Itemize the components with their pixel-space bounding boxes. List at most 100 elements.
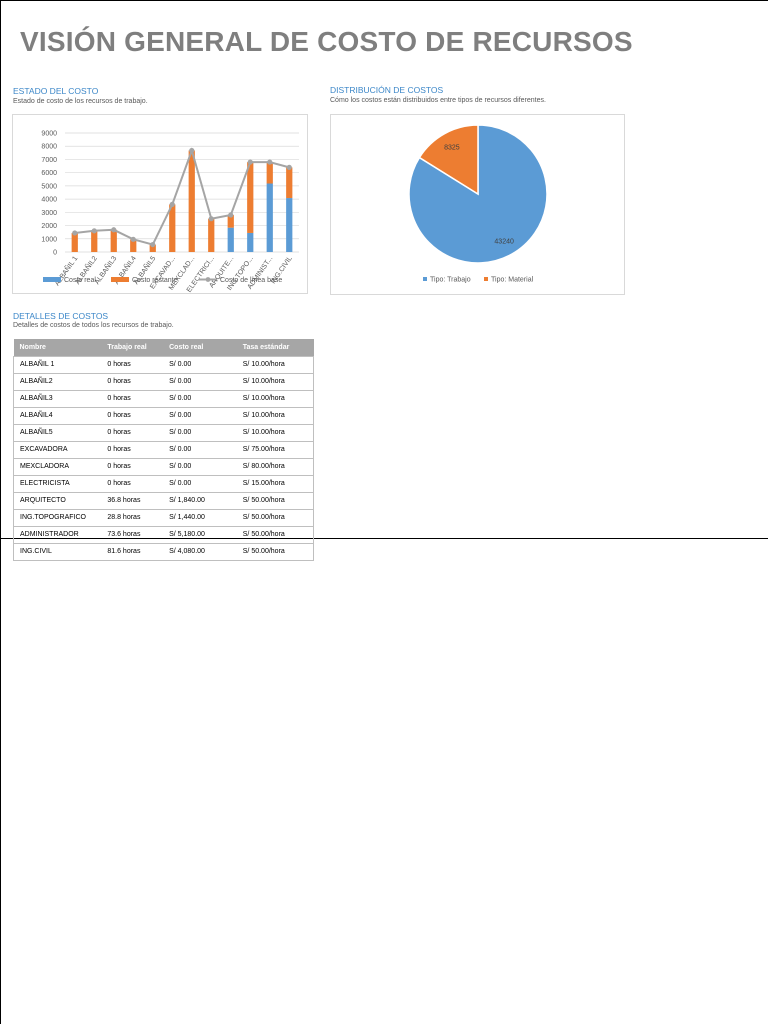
cell-actual-cost: S/ 0.00 (163, 372, 237, 390)
cell-standard-rate: S/ 15.00/hora (236, 474, 314, 492)
table-row: EXCAVADORA 0 horas S/ 0.00 S/ 75.00/hora (13, 440, 314, 458)
bar-remaining-cost (266, 162, 273, 184)
baseline-cost-line (74, 147, 290, 246)
cell-actual-work: 28.8 horas (101, 508, 164, 526)
cell-name: EXCAVADORA (13, 440, 102, 458)
baseline-cost-point (286, 164, 292, 170)
bar-actual-cost (286, 198, 293, 252)
cell-actual-work: 0 horas (101, 474, 164, 492)
cell-standard-rate: S/ 10.00/hora (236, 355, 314, 373)
legend-label: Costo de línea base (220, 277, 282, 284)
legend-label: Costo real (64, 277, 96, 284)
cell-actual-cost: S/ 0.00 (163, 457, 237, 475)
cell-name: ALBAÑIL 1 (13, 355, 102, 373)
baseline-cost-point (267, 159, 273, 165)
cell-actual-cost: S/ 0.00 (163, 355, 237, 373)
cell-actual-cost: S/ 0.00 (163, 474, 237, 492)
pie-data-label: 43240 (494, 239, 514, 246)
cell-actual-work: 0 horas (101, 406, 164, 424)
legend-swatch (43, 277, 61, 282)
cell-actual-cost: S/ 1,840.00 (163, 491, 237, 509)
cost-distribution-chart-svg: 43240 8325 Tipo: Trabajo Tipo: Material (408, 124, 548, 284)
cell-actual-work: 0 horas (101, 457, 164, 475)
legend-label: Tipo: Trabajo (430, 277, 471, 284)
cell-actual-work: 36.8 horas (101, 491, 164, 509)
legend-swatch (484, 277, 488, 281)
cell-actual-work: 0 horas (101, 355, 164, 373)
table-row: MEXCLADORA 0 horas S/ 0.00 S/ 80.00/hora (13, 457, 314, 475)
cell-standard-rate: S/ 10.00/hora (236, 423, 314, 441)
bar-remaining-cost (208, 218, 215, 252)
cell-standard-rate: S/ 10.00/hora (236, 389, 314, 407)
y-tick-label: 1000 (41, 236, 57, 243)
table-row: ADMINISTRADOR 73.6 horas S/ 5,180.00 S/ 50.… (13, 525, 314, 543)
cell-standard-rate: S/ 50.00/hora (236, 491, 314, 509)
cell-actual-work: 0 horas (101, 423, 164, 441)
bar-actual-cost (247, 232, 254, 252)
bar-remaining-cost (110, 229, 117, 252)
bar-remaining-cost (286, 167, 293, 199)
header-standard-rate: Tasa estándar (236, 339, 314, 356)
table-row: ARQUITECTO 36.8 horas S/ 1,840.00 S/ 50.00/… (13, 491, 314, 509)
cell-name: ADMINISTRADOR (13, 525, 102, 543)
page-frame-top (0, 0, 768, 1)
cell-actual-cost: S/ 0.00 (163, 423, 237, 441)
bar-remaining-cost (71, 232, 78, 252)
cost-distribution-subtitle: Cómo los costos están distribuidos entre… (330, 97, 546, 104)
table-row: ING.CIVIL 81.6 horas S/ 4,080.00 S/ 50.00/h… (13, 542, 314, 561)
cell-standard-rate: S/ 50.00/hora (236, 508, 314, 526)
cell-standard-rate: S/ 80.00/hora (236, 457, 314, 475)
legend-label: Costo restante (132, 277, 178, 284)
cell-actual-cost: S/ 0.00 (163, 406, 237, 424)
cell-standard-rate: S/ 10.00/hora (236, 406, 314, 424)
bar-remaining-cost (91, 230, 98, 252)
baseline-cost-point (228, 212, 234, 218)
page-frame-left (0, 0, 1, 1024)
cell-actual-cost: S/ 0.00 (163, 389, 237, 407)
report-title: VISIÓN GENERAL DE COSTO DE RECURSOS (20, 26, 633, 57)
cell-actual-work: 0 horas (101, 372, 164, 390)
cell-name: MEXCLADORA (13, 457, 102, 475)
table-row: ING.TOPOGRAFICO 28.8 horas S/ 1,440.00 S/ 5… (13, 508, 314, 526)
cost-status-chart[interactable]: 0 1000 2000 3000 4000 5000 6000 7000 8000 9000 ALB… (12, 114, 308, 294)
cell-actual-work: 0 horas (101, 389, 164, 407)
y-tick-label: 3000 (41, 210, 57, 217)
bar-remaining-cost (130, 239, 137, 252)
y-tick-label: 5000 (41, 183, 57, 190)
cost-details-title: DETALLES DE COSTOS (13, 311, 109, 321)
header-actual-work: Trabajo real (101, 339, 164, 356)
cost-status-subtitle: Estado de costo de los recursos de traba… (13, 98, 148, 105)
cost-details-table: Nombre Trabajo real Costo real Tasa está… (13, 339, 314, 561)
cell-standard-rate: S/ 10.00/hora (236, 372, 314, 390)
legend-swatch (423, 277, 427, 281)
baseline-cost-point (208, 216, 214, 222)
table-row: ALBAÑIL5 0 horas S/ 0.00 S/ 10.00/hora (13, 423, 314, 441)
cell-actual-work: 73.6 horas (101, 525, 164, 543)
cell-name: ALBAÑIL3 (13, 389, 102, 407)
cell-name: ELECTRICISTA (13, 474, 102, 492)
bar-actual-cost (227, 227, 234, 252)
baseline-cost-point (189, 147, 195, 154)
y-tick-label: 0 (53, 250, 57, 257)
y-tick-label: 2000 (41, 223, 57, 230)
header-name: Nombre (13, 339, 102, 356)
bar-actual-cost (266, 183, 273, 252)
legend-label: Tipo: Material (491, 277, 534, 284)
y-tick-label: 7000 (41, 157, 57, 164)
cell-standard-rate: S/ 50.00/hora (236, 542, 314, 561)
cell-name: ING.CIVIL (13, 542, 102, 561)
cost-distribution-title: DISTRIBUCIÓN DE COSTOS (330, 85, 444, 95)
baseline-cost-point (130, 236, 136, 242)
header-actual-cost: Costo real (163, 339, 237, 356)
cell-name: ALBAÑIL5 (13, 423, 102, 441)
cost-status-title: ESTADO DEL COSTO (13, 86, 99, 96)
bar-remaining-cost (227, 214, 234, 228)
cell-actual-work: 81.6 horas (101, 542, 164, 561)
bar-remaining-cost (188, 150, 195, 252)
pie-slice (418, 124, 479, 196)
cost-distribution-chart[interactable]: 43240 8325 Tipo: Trabajo Tipo: Material (330, 114, 625, 295)
page-break-line (0, 538, 768, 539)
baseline-cost-point (150, 241, 156, 248)
cell-actual-cost: S/ 4,080.00 (163, 542, 237, 561)
cost-status-chart-svg: 0100020003000400050006000700080009000ALB… (41, 131, 299, 294)
